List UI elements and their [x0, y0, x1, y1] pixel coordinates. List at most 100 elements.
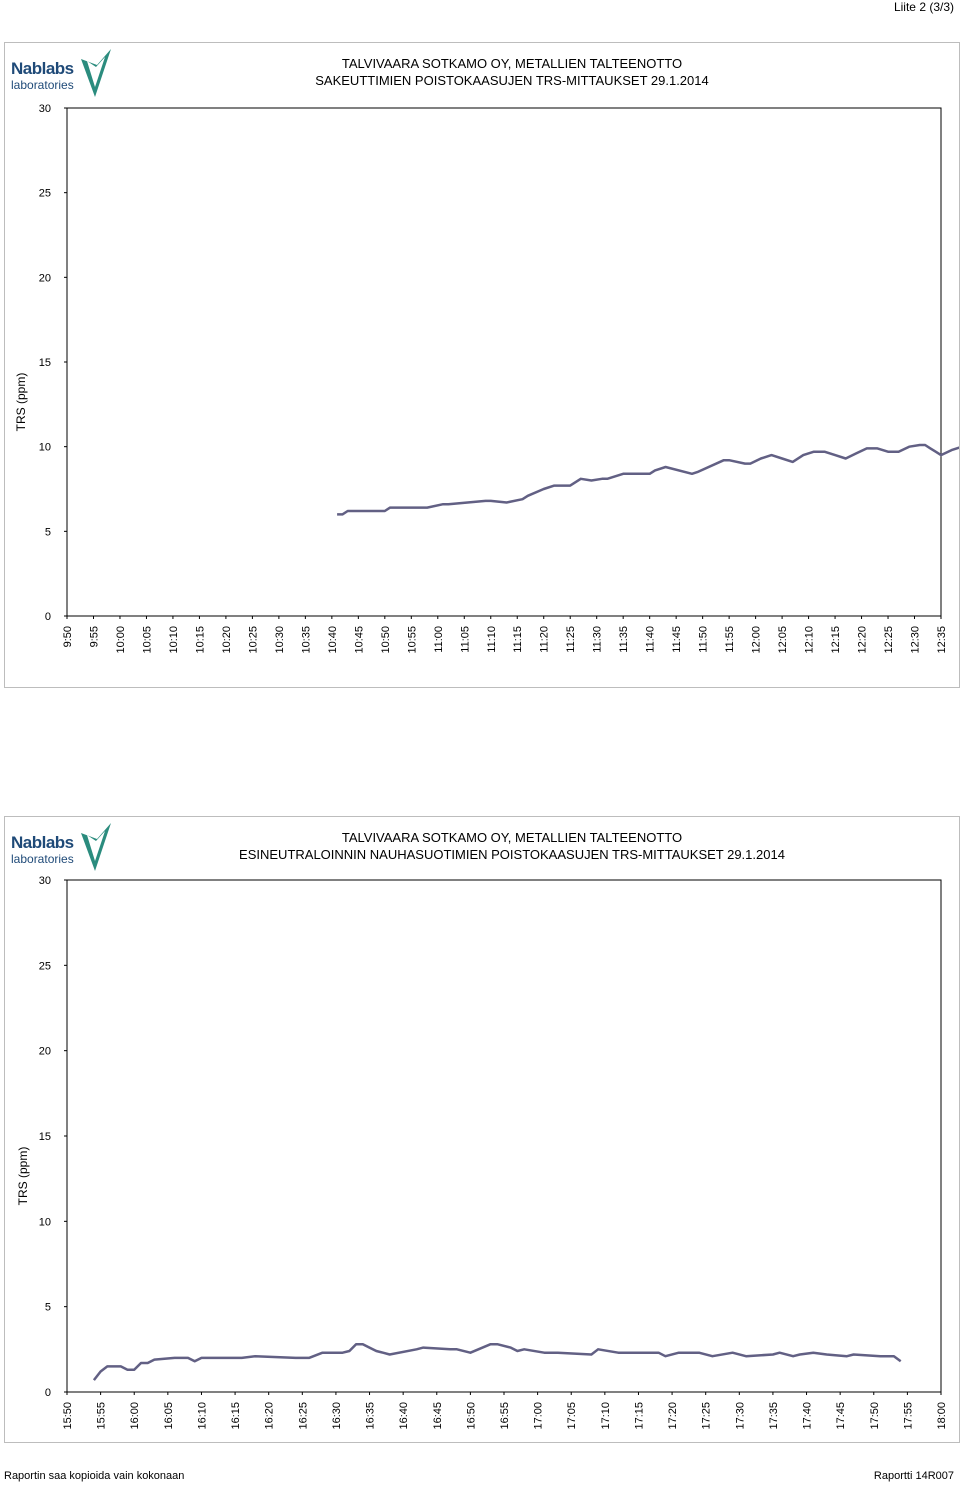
chart-1-x-tick-label: 10:55: [406, 626, 418, 654]
chart-1-x-tick-label: 10:05: [141, 626, 153, 654]
chart-2-x-tick-label: 16:45: [432, 1402, 444, 1430]
chart-1-x-tick-label: 10:15: [194, 626, 206, 654]
chart-1-plot-area: [66, 107, 942, 617]
chart-1-x-tick-label: 11:15: [512, 626, 524, 653]
chart-2-x-tick-label: 17:55: [902, 1402, 914, 1430]
chart-1-title: TALVIVAARA SOTKAMO OY, METALLIEN TALTEEN…: [341, 56, 683, 71]
chart-1-x-tick-label: 12:05: [777, 626, 789, 654]
chart-1-x-tick-label: 12:15: [830, 626, 842, 654]
chart-1-x-tick-label: 11:10: [486, 626, 498, 653]
chart-1-x-tick-label: 11:25: [565, 626, 577, 653]
logo-mark-icon: [81, 823, 111, 871]
chart-1-x-tick-label: 12:30: [910, 626, 922, 654]
chart-2-y-tick-label: 5: [45, 1302, 51, 1314]
chart-2: Nablabs laboratories TALVIVAARA SOTKAMO …: [4, 816, 960, 1443]
chart-1-x-tick-label: 11:30: [592, 626, 604, 653]
chart-2-series-line: [92, 1342, 902, 1381]
chart-1-title-block: TALVIVAARA SOTKAMO OY, METALLIEN TALTEEN…: [115, 55, 909, 89]
chart-2-x-tick-label: 16:30: [331, 1402, 343, 1430]
logo-sub: laboratories: [11, 78, 74, 92]
chart-2-x-tick-label: 16:35: [365, 1402, 377, 1430]
nablabs-logo: Nablabs laboratories: [9, 821, 111, 875]
page-label: Liite 2 (3/3): [893, 0, 954, 14]
chart-1-x-tick-label: 11:45: [671, 626, 683, 653]
chart-1-x-tick-label: 11:55: [724, 626, 736, 653]
chart-1-x-tick-label: 10:35: [300, 626, 312, 654]
chart-2-y-axis-label: TRS (ppm): [16, 1147, 30, 1206]
chart-1-y-tick-label: 25: [39, 188, 51, 200]
chart-1-x-tick-label: 9:55: [88, 626, 100, 647]
chart-1-y-tick-label: 15: [39, 357, 51, 369]
chart-1-x-tick-label: 11:00: [433, 626, 445, 653]
chart-2-y-tick-label: 25: [39, 960, 51, 972]
chart-1-y-tick-label: 30: [39, 103, 51, 115]
chart-2-x-tick-label: 16:50: [465, 1402, 477, 1430]
chart-1-x-tick-label: 11:35: [618, 626, 630, 653]
chart-1: Nablabs laboratories TALVIVAARA SOTKAMO …: [4, 42, 960, 688]
chart-2-plot: 0 5 10 15 20 25 30 15:50 15:55 16:00 16:05 16:10 16:…: [16, 875, 948, 1430]
chart-2-x-tick-label: 17:00: [533, 1402, 545, 1430]
chart-1-x-tick-label: 12:20: [857, 626, 869, 654]
chart-1-x-tick-label: 12:35: [936, 626, 948, 654]
chart-1-x-tick-label: 10:25: [247, 626, 259, 654]
chart-1-y-tick-label: 20: [39, 272, 51, 284]
chart-2-subtitle: ESINEUTRALOINNIN NAUHASUOTIMIEN POISTOKA…: [239, 847, 785, 862]
chart-1-series-line: [337, 443, 959, 516]
footer-report-id: Raportti 14R007: [873, 1470, 954, 1482]
chart-2-x-tick-label: 17:20: [667, 1402, 679, 1430]
chart-1-y-tick-label: 0: [45, 611, 51, 623]
chart-1-plot: 0 5 10 15 20 25 30 9:50 9:55 10:00 10:05 10:10 10:15…: [14, 103, 959, 654]
nablabs-logo: Nablabs laboratories: [9, 47, 111, 101]
chart-2-y-tick-label: 20: [39, 1046, 51, 1058]
chart-2-x-tick-label: 17:15: [633, 1402, 645, 1430]
chart-2-x-tick-label: 16:05: [163, 1402, 175, 1430]
chart-1-x-tick-label: 9:50: [62, 626, 74, 647]
logo-mark-icon: [81, 49, 111, 97]
chart-2-y-tick-label: 0: [45, 1387, 51, 1399]
chart-2-x-tick-label: 18:00: [936, 1402, 948, 1430]
chart-2-x-tick-label: 15:50: [62, 1402, 74, 1430]
chart-1-x-tick-label: 10:20: [221, 626, 233, 654]
chart-1-x-tick-label: 10:40: [327, 626, 339, 654]
chart-2-x-tick-label: 17:25: [701, 1402, 713, 1430]
chart-2-plot-area: [66, 879, 942, 1393]
chart-2-title-block: TALVIVAARA SOTKAMO OY, METALLIEN TALTEEN…: [115, 829, 909, 863]
chart-1-x-tick-label: 12:00: [751, 626, 763, 654]
chart-1-x-tick-label: 11:50: [698, 626, 710, 653]
logo-sub: laboratories: [11, 852, 74, 866]
logo-name: Nablabs: [11, 59, 74, 78]
chart-2-y-tick-label: 10: [39, 1216, 51, 1228]
chart-2-x-tick-label: 15:55: [96, 1402, 108, 1430]
chart-2-x-tick-label: 16:15: [230, 1402, 242, 1430]
chart-2-x-tick-label: 16:20: [264, 1402, 276, 1430]
chart-2-x-tick-label: 16:40: [398, 1402, 410, 1430]
footer-copy-note: Raportin saa kopioida vain kokonaan: [4, 1470, 185, 1482]
chart-2-x-tick-label: 17:45: [835, 1402, 847, 1430]
chart-2-x-tick-label: 17:30: [734, 1402, 746, 1430]
chart-1-x-tick-label: 12:25: [883, 626, 895, 654]
chart-1-x-tick-label: 10:00: [115, 626, 127, 654]
chart-2-x-tick-label: 16:55: [499, 1402, 511, 1430]
chart-1-x-tick-label: 11:20: [539, 626, 551, 653]
chart-2-y-tick-label: 15: [39, 1131, 51, 1143]
chart-1-x-tick-label: 10:45: [353, 626, 365, 654]
chart-2-y-tick-label: 30: [39, 875, 51, 887]
chart-1-x-tick-label: 11:05: [459, 626, 471, 653]
chart-1-x-tick-label: 10:50: [380, 626, 392, 654]
chart-1-y-tick-label: 10: [39, 442, 51, 454]
chart-1-x-tick-label: 11:40: [645, 626, 657, 653]
chart-2-title: TALVIVAARA SOTKAMO OY, METALLIEN TALTEEN…: [341, 830, 683, 845]
chart-1-y-axis-label: TRS (ppm): [14, 373, 28, 432]
chart-1-x-tick-label: 10:30: [274, 626, 286, 654]
chart-2-x-tick-label: 17:50: [869, 1402, 881, 1430]
logo-name: Nablabs: [11, 833, 74, 852]
chart-2-x-tick-label: 17:35: [768, 1402, 780, 1430]
chart-1-x-tick-label: 12:10: [804, 626, 816, 654]
chart-2-x-tick-label: 17:05: [566, 1402, 578, 1430]
chart-1-y-tick-label: 5: [45, 526, 51, 538]
chart-2-x-tick-label: 16:00: [129, 1402, 141, 1430]
chart-2-x-tick-label: 17:10: [600, 1402, 612, 1430]
chart-2-x-tick-label: 17:40: [802, 1402, 814, 1430]
chart-2-x-tick-label: 16:25: [297, 1402, 309, 1430]
chart-1-x-tick-label: 10:10: [168, 626, 180, 654]
